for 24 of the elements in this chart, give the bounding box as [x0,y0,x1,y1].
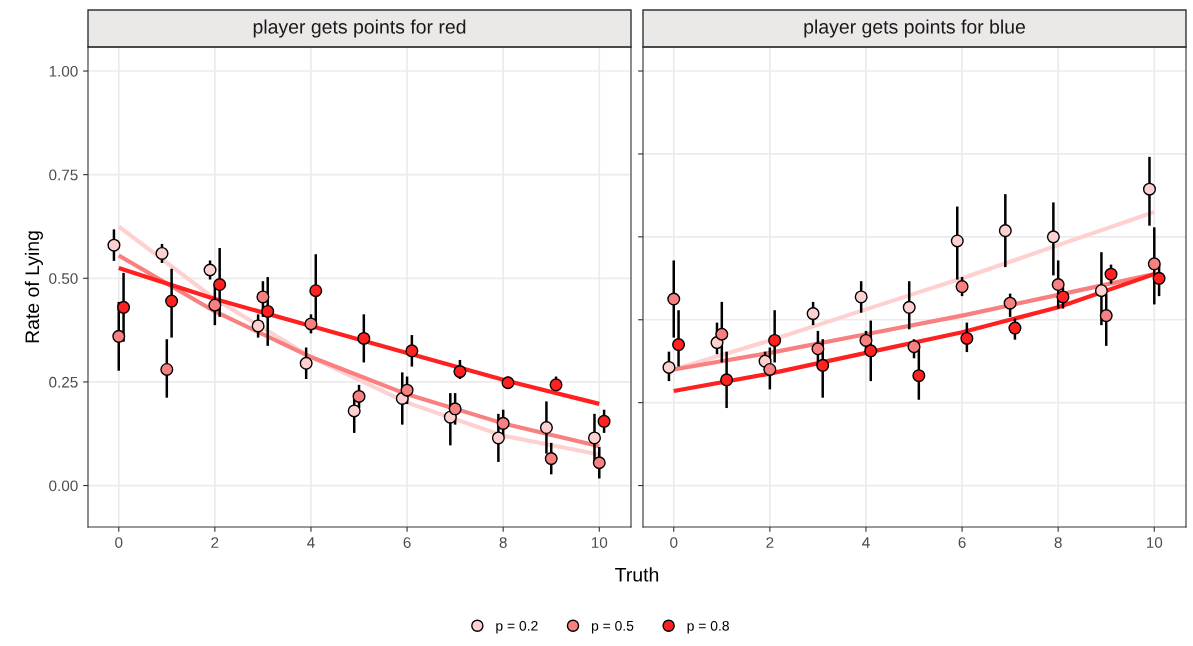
chart-title: player gets points for red [253,19,466,38]
x-tick-label: 0 [115,537,123,548]
x-tick-label: 10 [591,537,608,548]
y-tick-label: 1.00 [49,65,78,77]
y-axis-title: Rate of Lying [24,231,43,343]
y-tick-label: 0.25 [49,376,78,388]
legend-label: p = 0.2 [496,620,538,634]
x-tick-label: 6 [958,537,966,548]
x-tick-label: 2 [211,537,219,548]
y-tick-label: 0.50 [49,273,78,284]
x-tick-label: 8 [1054,537,1062,548]
x-tick-label: 4 [862,537,870,548]
x-tick-label: 4 [307,537,315,548]
y-tick-label: 0.00 [49,480,78,492]
x-tick-label: 2 [766,537,774,548]
x-tick-label: 8 [499,537,507,548]
x-tick-label: 10 [1146,537,1163,548]
legend-label: p = 0.8 [687,620,729,634]
legend-label: p = 0.5 [591,620,634,634]
x-axis-title: Truth [615,567,659,582]
x-tick-label: 6 [403,537,411,548]
x-tick-label: 0 [670,537,678,548]
chart-title: player gets points for blue [804,19,1025,38]
y-tick-label: 0.75 [49,169,78,181]
